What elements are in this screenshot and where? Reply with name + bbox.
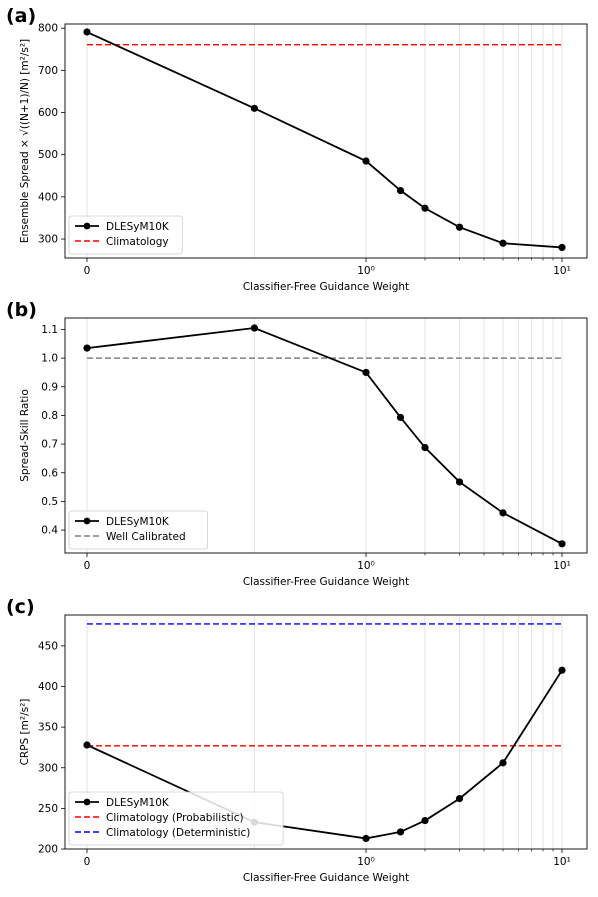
data-point	[499, 239, 507, 247]
y-tick-label: 0.6	[41, 467, 58, 479]
chart-panel-1: (a) 300 400 500 600 700 800 0 10⁰ 10¹ Classifier-F…	[6, 5, 588, 293]
chart-panel-3: (c) 200 250 300 350 400 450 0 10⁰ 10¹ Classifier-F…	[6, 596, 588, 884]
y-tick-label: 700	[38, 65, 58, 77]
x-tick-label: 10¹	[553, 265, 571, 277]
x-tick-label: 10⁰	[357, 265, 375, 277]
axes-frame	[64, 23, 588, 259]
x-tick-label: 0	[84, 265, 91, 277]
legend-marker	[83, 517, 91, 525]
x-axis-label: Classifier-Free Guidance Weight	[243, 576, 409, 588]
data-point	[362, 157, 370, 165]
data-point	[83, 741, 91, 749]
legend-box	[68, 791, 284, 846]
data-point	[396, 413, 405, 422]
x-tick-label: 10⁰	[357, 856, 375, 868]
data-point	[499, 509, 507, 517]
data-point	[558, 540, 566, 548]
data-point	[421, 204, 429, 212]
data-point	[421, 816, 429, 825]
data-point	[396, 828, 405, 836]
legend-box	[68, 510, 208, 550]
x-tick-label: 0	[84, 856, 91, 868]
y-tick-label: 0.4	[41, 525, 58, 537]
y-tick-label: 500	[38, 149, 58, 161]
legend-label: DLESyM10K	[106, 516, 170, 528]
data-point	[250, 324, 258, 332]
axes-frame	[64, 614, 588, 850]
y-tick-label: 0.9	[41, 381, 58, 393]
x-tick-label: 10¹	[553, 560, 571, 572]
y-tick-label: 1.0	[41, 353, 58, 365]
y-tick-label: 400	[38, 191, 58, 203]
panel-letter: (c)	[6, 596, 35, 618]
data-point	[455, 223, 464, 231]
y-tick-label: 600	[38, 107, 58, 119]
data-point	[250, 104, 258, 112]
y-tick-label: 300	[38, 234, 58, 246]
y-tick-label: 250	[38, 803, 58, 815]
x-axis-label: Classifier-Free Guidance Weight	[243, 872, 409, 884]
y-tick-label: 0.8	[41, 410, 58, 422]
data-point	[421, 443, 429, 452]
legend-label: DLESyM10K	[106, 797, 170, 809]
x-tick-label: 10⁰	[357, 560, 375, 572]
panel-letter: (b)	[6, 299, 37, 321]
data-point	[558, 243, 566, 252]
legend-marker	[83, 222, 91, 230]
legend-marker	[83, 798, 91, 806]
y-tick-label: 350	[38, 722, 58, 734]
legend-label: Climatology	[106, 236, 169, 248]
data-point	[499, 759, 507, 767]
y-tick-label: 0.7	[41, 439, 58, 451]
y-axis-label: Spread-Skill Ratio	[19, 389, 31, 482]
axes-frame	[64, 317, 588, 554]
y-tick-label: 200	[38, 844, 58, 856]
legend-label: DLESyM10K	[106, 221, 170, 233]
legend-label: Climatology (Deterministic)	[106, 827, 250, 839]
x-tick-label: 0	[84, 560, 91, 572]
data-point	[455, 478, 464, 486]
y-tick-label: 400	[38, 681, 58, 693]
series-line	[86, 327, 563, 545]
x-axis-label: Classifier-Free Guidance Weight	[243, 281, 409, 293]
y-axis-label: CRPS [m²/s²]	[19, 699, 31, 766]
data-point	[396, 186, 405, 195]
legend-label: Climatology (Probabilistic)	[106, 812, 244, 824]
data-point	[362, 834, 370, 843]
data-point	[83, 344, 91, 352]
y-tick-label: 1.1	[41, 324, 58, 336]
y-tick-label: 300	[38, 762, 58, 774]
y-tick-label: 450	[38, 640, 58, 652]
data-point	[362, 368, 370, 377]
x-tick-label: 10¹	[553, 856, 571, 868]
y-tick-label: 0.5	[41, 496, 58, 508]
legend-label: Well Calibrated	[106, 531, 186, 543]
panel-letter: (a)	[6, 5, 36, 27]
y-axis-label: Ensemble Spread × √((N+1)/N) [m²/s²]	[19, 39, 31, 243]
y-tick-label: 800	[38, 23, 58, 35]
series-line	[86, 31, 563, 249]
chart-panel-2: (b) 0.4 0.5 0.6 0.7 0.8 0.9 1.0 1.1 0 10⁰ 10¹ Classi…	[6, 299, 588, 588]
data-point	[558, 666, 566, 674]
data-point	[455, 795, 464, 803]
data-point	[83, 28, 91, 36]
